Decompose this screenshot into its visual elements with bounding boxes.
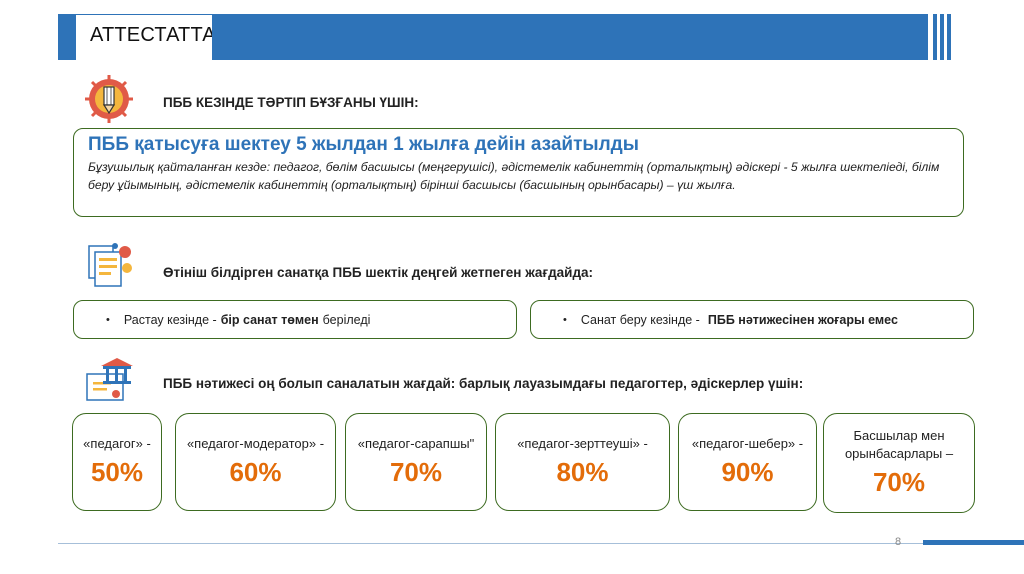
confirmation-pill: • Растау кезінде - бір санат төмен беріл…: [73, 300, 517, 339]
page-title: АТТЕСТАТТАУ: [90, 24, 228, 46]
pct-label: Басшылар мен орынбасарлары –: [844, 428, 954, 461]
footer-bar: [923, 540, 1024, 545]
bullet: •: [563, 313, 567, 326]
header-bar: [212, 14, 928, 60]
pct-box-expert: «педагог-сарапшы" 70%: [345, 413, 487, 511]
pct-label: «педагог» -: [83, 436, 151, 451]
pct-box-master: «педагог-шебер» - 90%: [678, 413, 817, 511]
pct-label: «педагог-сарапшы": [357, 436, 475, 451]
pct-box-moderator: «педагог-модератор» - 60%: [175, 413, 336, 511]
pct-box-researcher: «педагог-зерттеуші» - 80%: [495, 413, 670, 511]
assignment-prefix: Санат беру кезінде -: [580, 312, 700, 327]
assignment-bold: ПББ нәтижесінен жоғары емес: [707, 312, 898, 327]
section3-heading: ПББ нәтижесі оң болып саналатын жағдай: …: [163, 376, 804, 391]
pct-value: 70%: [389, 457, 443, 487]
header-strip-3: [947, 14, 951, 60]
pct-value: 80%: [556, 457, 609, 487]
pct-label: «педагог-модератор» -: [186, 436, 325, 451]
section1-heading: ПББ КЕЗІНДЕ ТӘРТІП БҰЗҒАНЫ ҮШІН:: [163, 95, 419, 110]
certificate-building-icon: [85, 356, 137, 411]
confirmation-suffix: беріледі: [322, 312, 371, 327]
confirmation-bold: бір санат төмен: [220, 312, 319, 327]
section2-heading: Өтініш білдірген санатқа ПББ шектік деңг…: [163, 265, 594, 280]
pct-label: «педагог-шебер» -: [691, 436, 804, 451]
header-strip-1: [933, 14, 937, 60]
assignment-pill: • Санат беру кезінде - ПББ нәтижесінен ж…: [530, 300, 974, 339]
pct-value: 70%: [872, 467, 926, 497]
footer-line: [58, 543, 923, 544]
header-strip-2: [940, 14, 944, 60]
header-left-block: [58, 14, 76, 60]
restriction-box: ПББ қатысуға шектеу 5 жылдан 1 жылға дей…: [73, 128, 964, 217]
confirmation-prefix: Растау кезінде -: [123, 312, 217, 327]
restriction-title: ПББ қатысуға шектеу 5 жылдан 1 жылға дей…: [88, 134, 639, 155]
pct-box-teacher: «педагог» - 50%: [72, 413, 162, 511]
documents-icon: [85, 242, 135, 295]
bullet: •: [106, 313, 110, 326]
pencil-badge-icon: [85, 75, 133, 128]
pct-value: 50%: [90, 457, 144, 487]
restriction-body: Бұзушылық қайталанған кезде: педагог, бө…: [88, 160, 940, 192]
pct-value: 90%: [721, 457, 774, 487]
pct-value: 60%: [229, 457, 282, 487]
page-number: 8: [895, 536, 902, 548]
pct-box-heads: Басшылар мен орынбасарлары – 70%: [823, 413, 975, 513]
header-thin-line: [76, 14, 212, 15]
pct-label: «педагог-зерттеуші» -: [517, 436, 648, 451]
